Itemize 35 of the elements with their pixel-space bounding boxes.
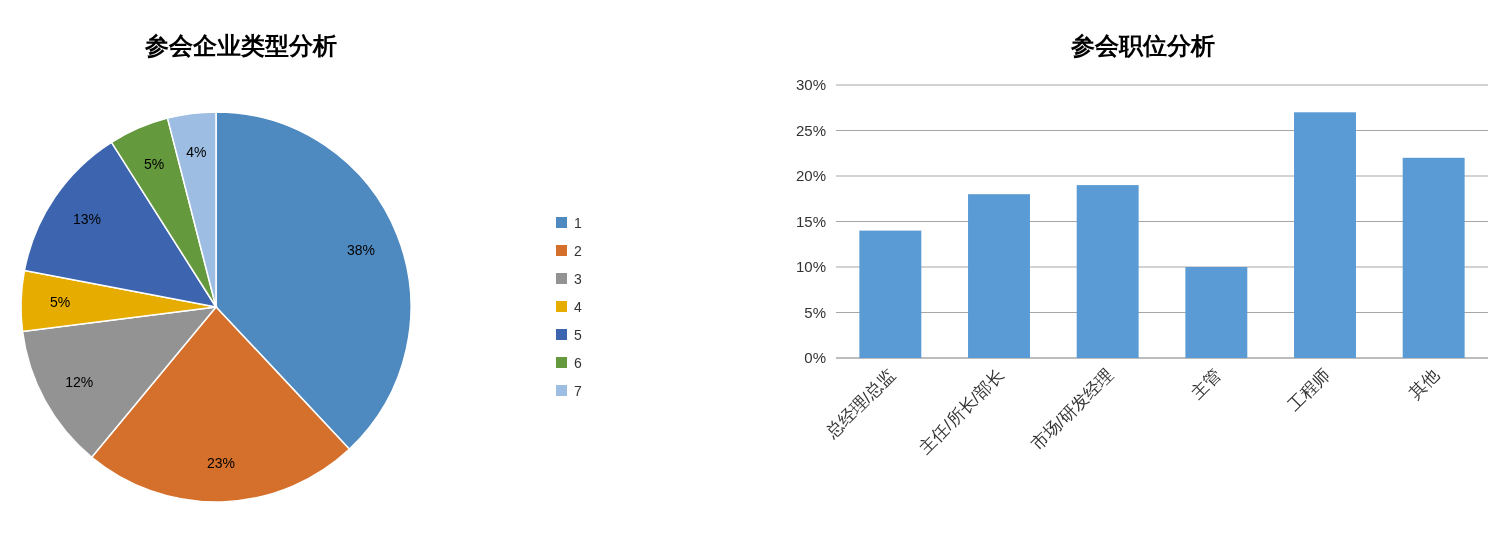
legend-label: 7	[574, 383, 582, 399]
legend-label: 2	[574, 243, 582, 259]
data-label: 12%	[65, 374, 94, 391]
bar	[968, 194, 1030, 358]
y-tick-label: 25%	[795, 121, 826, 139]
x-tick-label: 市场/研发经理	[1027, 365, 1117, 455]
x-tick-label: 主管	[1187, 365, 1226, 403]
y-tick-label: 10%	[795, 258, 826, 275]
bar	[1185, 267, 1248, 358]
data-label: 4%	[186, 144, 207, 161]
x-tick-label: 其他	[1405, 365, 1443, 403]
data-label: 38%	[347, 241, 376, 258]
legend-label: 6	[574, 355, 582, 371]
x-tick-label: 主任/所长/部长	[915, 365, 1008, 458]
bar	[859, 230, 922, 358]
x-tick-label: 总经理/总监	[821, 365, 900, 443]
y-tick-label: 30%	[795, 76, 826, 93]
legend-label: 4	[574, 299, 582, 315]
y-tick-label: 15%	[795, 212, 826, 230]
chart-title: 参会企业类型分析	[144, 32, 337, 59]
data-label: 23%	[206, 454, 235, 471]
legend-label: 5	[574, 327, 582, 343]
chart-title: 参会职位分析	[1070, 32, 1215, 59]
x-tick-label: 工程师	[1284, 365, 1334, 415]
data-label: 5%	[143, 155, 165, 172]
data-label: 5%	[49, 294, 71, 311]
y-tick-label: 0%	[804, 349, 826, 366]
legend-label: 3	[574, 271, 582, 287]
bar	[1402, 157, 1465, 358]
legend-label: 1	[574, 215, 582, 231]
y-tick-label: 5%	[804, 303, 826, 321]
bar	[1294, 112, 1356, 358]
bar	[1076, 185, 1139, 358]
y-tick-label: 20%	[795, 167, 826, 184]
data-label: 13%	[72, 211, 101, 228]
